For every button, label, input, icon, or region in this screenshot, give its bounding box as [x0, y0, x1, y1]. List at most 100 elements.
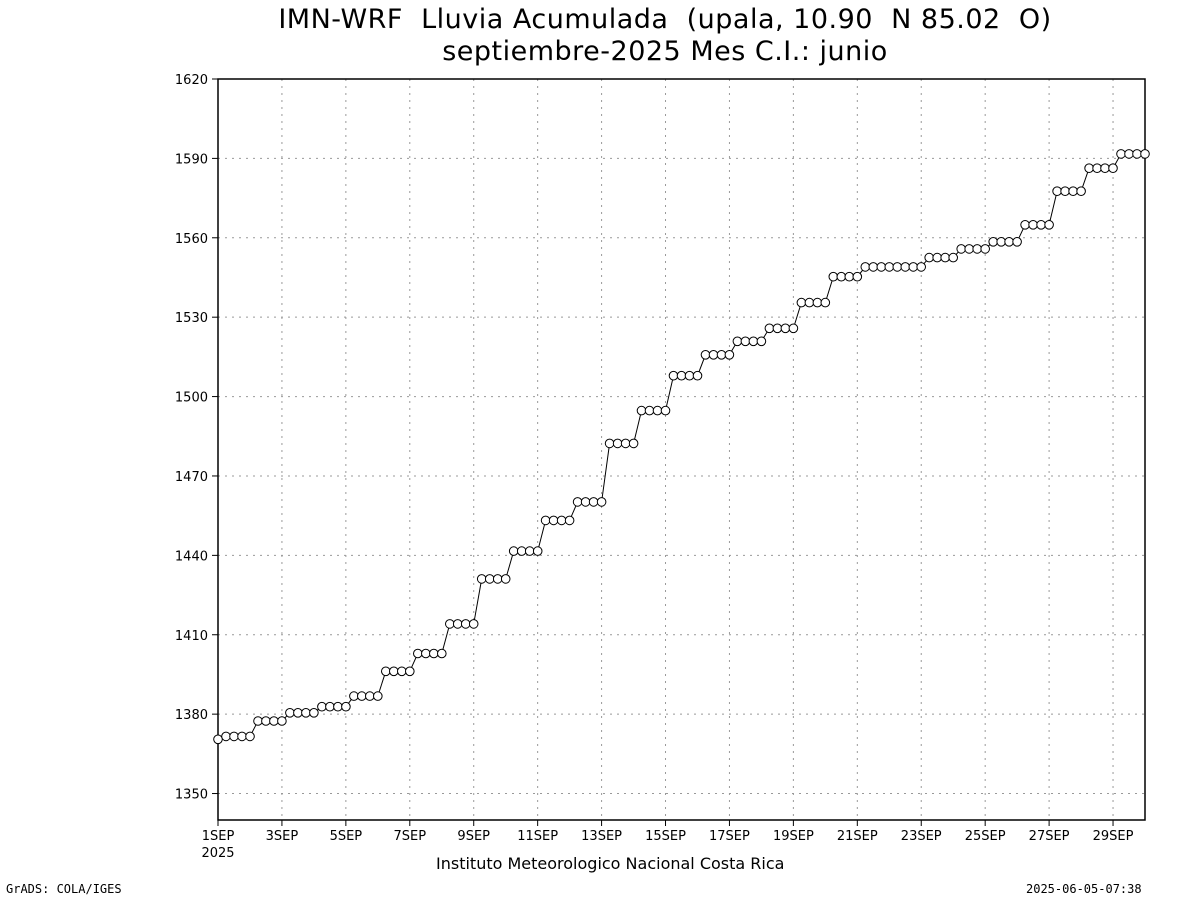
data-point [652, 405, 663, 416]
data-point [996, 237, 1007, 247]
data-point [876, 262, 887, 272]
data-point [293, 708, 303, 718]
data-point [1132, 149, 1142, 159]
data-point [980, 244, 991, 254]
data-point [1100, 163, 1110, 173]
x-tick-label: 17SEP [709, 829, 750, 844]
data-point [1036, 220, 1046, 230]
data-point [429, 648, 439, 659]
y-tick-label: 1560 [175, 232, 208, 247]
data-point [572, 497, 583, 507]
data-point [237, 731, 247, 742]
data-point [253, 716, 263, 726]
data-point [548, 515, 559, 526]
data-point [564, 515, 575, 526]
data-point [660, 405, 671, 416]
data-point [868, 262, 879, 272]
data-point [333, 701, 343, 712]
data-point [676, 370, 687, 381]
data-point [445, 619, 455, 629]
data-point [948, 252, 959, 263]
y-tick-label: 1410 [175, 629, 208, 644]
y-tick-label: 1530 [175, 311, 208, 326]
data-point [221, 731, 231, 742]
data-point [245, 731, 255, 742]
data-point [668, 370, 679, 381]
data-point [1084, 163, 1094, 173]
x-tick-label: 3SEP [266, 829, 299, 844]
x-tick-label: 23SEP [901, 829, 942, 844]
x-tick-label: 15SEP [645, 829, 686, 844]
data-point [213, 734, 223, 745]
data-point [764, 323, 775, 334]
data-point [540, 515, 551, 526]
data-point [349, 691, 359, 701]
y-tick-label: 1620 [175, 73, 208, 88]
data-point [788, 323, 799, 334]
data-point [524, 546, 535, 556]
grid-lines [218, 79, 1145, 820]
data-point [1140, 149, 1150, 159]
y-tick-label: 1500 [175, 391, 208, 406]
data-point [1044, 220, 1054, 230]
data-point [596, 497, 607, 507]
data-point [836, 271, 847, 282]
data-point [484, 574, 495, 584]
x-tick-label: 7SEP [394, 829, 427, 844]
data-point [269, 716, 279, 726]
x-tick-label: 25SEP [965, 829, 1006, 844]
data-point [684, 370, 695, 381]
data-point [500, 574, 511, 584]
chart-title: IMN-WRF Lluvia Acumulada (upala, 10.90 N… [278, 4, 1052, 35]
data-point [900, 262, 911, 272]
data-point [588, 497, 599, 507]
data-point [452, 619, 463, 629]
data-point [924, 252, 935, 263]
data-point [620, 438, 631, 449]
data-point [636, 405, 647, 416]
data-point [309, 708, 319, 718]
x-tick-label: 5SEP [330, 829, 363, 844]
data-point [556, 515, 567, 526]
data-point [1108, 163, 1118, 173]
data-point [325, 701, 335, 712]
x-tick-sublabel: 2025 [201, 846, 234, 861]
data-point [988, 237, 999, 247]
series-markers [213, 149, 1150, 745]
y-tick-label: 1380 [175, 708, 208, 723]
data-point [397, 666, 407, 677]
generated-timestamp: 2025-06-05-07:38 [1026, 882, 1142, 896]
data-point [389, 666, 399, 677]
credit-label: Instituto Meteorologico Nacional Costa R… [436, 854, 785, 873]
data-point [908, 262, 919, 272]
x-tick-label: 19SEP [773, 829, 814, 844]
y-tick-label: 1590 [175, 152, 208, 167]
data-point [413, 648, 423, 659]
data-point [508, 546, 519, 556]
data-point [460, 619, 471, 629]
data-point [956, 244, 967, 254]
data-point [932, 252, 943, 263]
data-point [628, 438, 639, 449]
x-tick-label: 29SEP [1093, 829, 1134, 844]
data-point [644, 405, 655, 416]
data-point [285, 708, 295, 718]
data-point [1028, 220, 1038, 230]
data-point [317, 701, 327, 712]
chart-subtitle: septiembre-2025 Mes C.I.: junio [442, 36, 888, 67]
x-tick-label: 11SEP [517, 829, 558, 844]
data-point [373, 691, 383, 701]
x-tick-label: 13SEP [581, 829, 622, 844]
data-point [844, 271, 855, 282]
data-point [820, 297, 831, 308]
y-tick-label: 1350 [175, 788, 208, 803]
data-point [612, 438, 623, 449]
data-point [516, 546, 527, 556]
data-point [812, 297, 823, 308]
data-point [229, 731, 239, 742]
data-point [756, 336, 767, 347]
data-point [580, 497, 591, 507]
data-point [1020, 220, 1030, 230]
data-point [1124, 149, 1134, 159]
